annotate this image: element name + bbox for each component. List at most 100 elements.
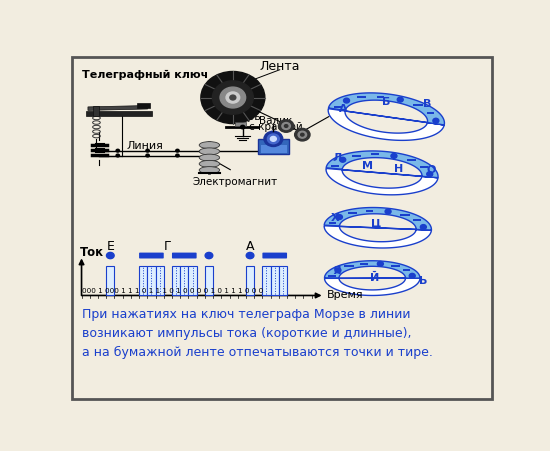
Ellipse shape <box>199 148 219 155</box>
Text: Ц: Ц <box>371 219 381 229</box>
Text: Якорь: Якорь <box>227 112 261 122</box>
Text: Г: Г <box>164 240 172 253</box>
Text: А: А <box>339 104 348 114</box>
Text: М: М <box>362 161 373 171</box>
Bar <box>344 265 354 267</box>
Text: Н: Н <box>394 164 404 174</box>
Bar <box>390 265 400 267</box>
Ellipse shape <box>199 166 219 174</box>
Text: В: В <box>422 100 431 110</box>
Polygon shape <box>326 168 438 195</box>
Circle shape <box>397 97 403 102</box>
Bar <box>371 153 378 155</box>
Circle shape <box>146 154 149 157</box>
Circle shape <box>230 95 236 100</box>
Polygon shape <box>324 226 431 248</box>
Circle shape <box>344 98 349 103</box>
Text: Й: Й <box>370 273 380 283</box>
Bar <box>262 266 271 295</box>
Polygon shape <box>137 103 150 108</box>
Bar <box>156 266 164 295</box>
Circle shape <box>267 134 279 144</box>
Circle shape <box>226 92 240 103</box>
Text: Валик: Валик <box>259 116 292 126</box>
Circle shape <box>146 149 149 152</box>
Circle shape <box>420 225 426 230</box>
FancyBboxPatch shape <box>139 253 164 258</box>
Text: О: О <box>426 166 436 175</box>
Text: Время: Время <box>327 290 363 300</box>
Text: Х: Х <box>331 213 339 223</box>
Bar <box>420 166 428 168</box>
Text: Электромагнит: Электромагнит <box>192 177 278 187</box>
Circle shape <box>298 131 306 138</box>
Bar <box>147 266 156 295</box>
Bar <box>357 96 366 98</box>
Circle shape <box>176 154 179 157</box>
Text: А: А <box>246 240 254 253</box>
Bar <box>366 210 373 212</box>
Ellipse shape <box>199 161 219 167</box>
Bar <box>406 159 416 161</box>
Polygon shape <box>88 106 147 110</box>
FancyBboxPatch shape <box>172 253 196 258</box>
Bar <box>172 266 180 295</box>
Bar <box>279 266 287 295</box>
Circle shape <box>284 124 288 127</box>
Circle shape <box>335 268 341 273</box>
Circle shape <box>340 157 346 162</box>
Circle shape <box>271 136 276 141</box>
Ellipse shape <box>199 154 219 161</box>
Circle shape <box>282 123 290 129</box>
FancyBboxPatch shape <box>262 253 287 258</box>
Circle shape <box>220 87 246 108</box>
Bar <box>352 155 361 156</box>
Bar <box>189 266 197 295</box>
Bar <box>377 96 384 98</box>
Bar <box>414 219 421 221</box>
Text: 000 1 000 1 1 1 0 1 1 1 0 1 0 0 0 0 1 0 1 1 1 0 0 0: 000 1 000 1 1 1 0 1 1 1 0 1 0 0 0 0 1 0 … <box>81 289 263 295</box>
Polygon shape <box>328 93 444 125</box>
Polygon shape <box>328 109 444 140</box>
Bar <box>271 266 279 295</box>
Bar <box>400 214 410 216</box>
Polygon shape <box>86 111 152 116</box>
Bar <box>331 165 339 167</box>
Bar <box>413 104 422 106</box>
Text: Я: Я <box>332 266 340 276</box>
Circle shape <box>337 215 343 220</box>
Text: Ь: Ь <box>419 276 427 285</box>
Circle shape <box>301 133 304 136</box>
Circle shape <box>201 71 265 124</box>
Circle shape <box>176 149 179 152</box>
Bar <box>235 122 246 126</box>
Bar <box>328 275 336 277</box>
Text: Линия: Линия <box>126 142 163 152</box>
Bar <box>139 266 147 295</box>
Bar <box>348 212 357 214</box>
Bar <box>427 111 434 114</box>
Bar <box>180 266 189 295</box>
Circle shape <box>278 120 294 132</box>
Circle shape <box>295 129 310 141</box>
Circle shape <box>391 153 397 158</box>
Bar <box>246 266 254 295</box>
Circle shape <box>246 253 254 259</box>
Ellipse shape <box>199 142 219 148</box>
Circle shape <box>107 253 114 259</box>
Circle shape <box>240 125 245 129</box>
Circle shape <box>433 118 439 123</box>
Text: Б: Б <box>382 97 390 107</box>
Circle shape <box>116 154 119 157</box>
Bar <box>360 263 368 265</box>
Circle shape <box>205 253 213 259</box>
Bar <box>403 269 410 272</box>
Bar <box>261 145 287 153</box>
Circle shape <box>385 209 391 214</box>
Text: Телеграфный ключ: Телеграфный ключ <box>81 70 208 80</box>
Polygon shape <box>324 261 420 278</box>
Bar <box>258 139 289 155</box>
Bar <box>334 106 342 108</box>
Bar <box>106 266 114 295</box>
Polygon shape <box>324 278 420 295</box>
